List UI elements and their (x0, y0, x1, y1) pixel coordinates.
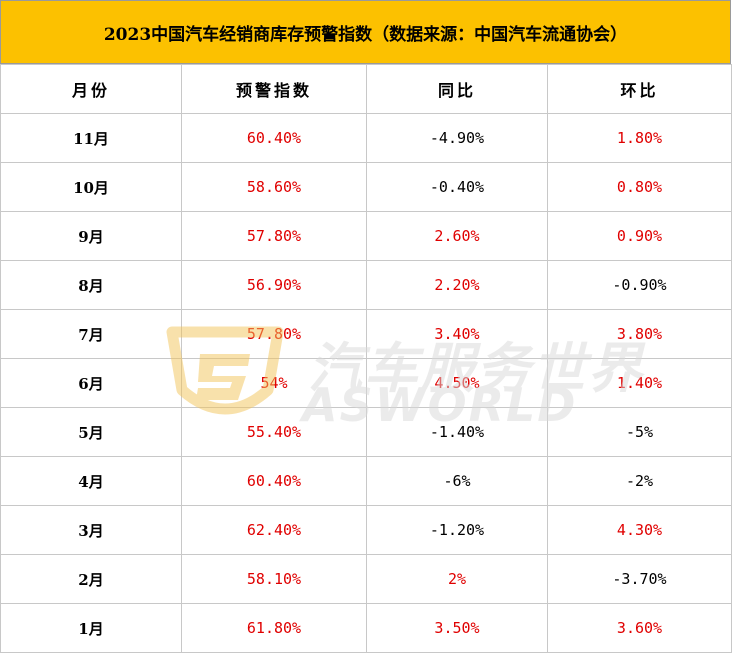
header-row: 月份 预警指数 同比 环比 (0, 64, 732, 114)
cell-month: 9月 (0, 211, 182, 261)
cell-yoy: 2.60% (366, 211, 548, 261)
table-row: 2月 58.10% 2% -3.70% (0, 554, 732, 604)
table-row: 9月 57.80% 2.60% 0.90% (0, 211, 732, 261)
cell-month: 3月 (0, 505, 182, 555)
table-row: 5月 55.40% -1.40% -5% (0, 407, 732, 457)
cell-mom: -3.70% (547, 554, 732, 604)
header-mom: 环比 (547, 64, 732, 114)
cell-yoy: -1.20% (366, 505, 548, 555)
cell-yoy: 2.20% (366, 260, 548, 310)
header-warning-index: 预警指数 (181, 64, 367, 114)
table-row: 8月 56.90% 2.20% -0.90% (0, 260, 732, 310)
cell-warning-index: 61.80% (181, 603, 367, 653)
cell-yoy: -0.40% (366, 162, 548, 212)
cell-mom: 1.80% (547, 113, 732, 163)
header-month: 月份 (0, 64, 182, 114)
table-row: 4月 60.40% -6% -2% (0, 456, 732, 506)
cell-yoy: 3.40% (366, 309, 548, 359)
table-row: 7月 57.80% 3.40% 3.80% (0, 309, 732, 359)
table-row: 3月 62.40% -1.20% 4.30% (0, 505, 732, 555)
cell-month: 2月 (0, 554, 182, 604)
cell-mom: 3.60% (547, 603, 732, 653)
cell-warning-index: 58.10% (181, 554, 367, 604)
cell-warning-index: 55.40% (181, 407, 367, 457)
cell-warning-index: 57.80% (181, 309, 367, 359)
table-row: 1月 61.80% 3.50% 3.60% (0, 603, 732, 653)
cell-warning-index: 56.90% (181, 260, 367, 310)
table-row: 11月 60.40% -4.90% 1.80% (0, 113, 732, 163)
cell-month: 8月 (0, 260, 182, 310)
table-row: 6月 54% 4.50% 1.40% (0, 358, 732, 408)
cell-yoy: -4.90% (366, 113, 548, 163)
cell-warning-index: 54% (181, 358, 367, 408)
cell-warning-index: 62.40% (181, 505, 367, 555)
cell-month: 4月 (0, 456, 182, 506)
cell-yoy: 3.50% (366, 603, 548, 653)
cell-mom: 1.40% (547, 358, 732, 408)
cell-warning-index: 60.40% (181, 456, 367, 506)
table-row: 10月 58.60% -0.40% 0.80% (0, 162, 732, 212)
table-title: 2023中国汽车经销商库存预警指数（数据来源：中国汽车流通协会） (0, 0, 731, 64)
cell-month: 5月 (0, 407, 182, 457)
cell-yoy: 2% (366, 554, 548, 604)
table-body: 11月 60.40% -4.90% 1.80% 10月 58.60% -0.40% 0.80%… (0, 113, 732, 653)
cell-warning-index: 57.80% (181, 211, 367, 261)
cell-month: 10月 (0, 162, 182, 212)
cell-warning-index: 60.40% (181, 113, 367, 163)
cell-yoy: 4.50% (366, 358, 548, 408)
cell-month: 1月 (0, 603, 182, 653)
cell-mom: 0.90% (547, 211, 732, 261)
cell-mom: -0.90% (547, 260, 732, 310)
cell-mom: -5% (547, 407, 732, 457)
cell-month: 6月 (0, 358, 182, 408)
cell-yoy: -1.40% (366, 407, 548, 457)
cell-month: 11月 (0, 113, 182, 163)
cell-mom: 4.30% (547, 505, 732, 555)
cell-month: 7月 (0, 309, 182, 359)
inventory-warning-table: 月份 预警指数 同比 环比 11月 60.40% -4.90% 1.80% 10月 58.… (0, 64, 732, 653)
cell-yoy: -6% (366, 456, 548, 506)
cell-mom: 0.80% (547, 162, 732, 212)
header-yoy: 同比 (366, 64, 548, 114)
cell-mom: 3.80% (547, 309, 732, 359)
cell-warning-index: 58.60% (181, 162, 367, 212)
cell-mom: -2% (547, 456, 732, 506)
